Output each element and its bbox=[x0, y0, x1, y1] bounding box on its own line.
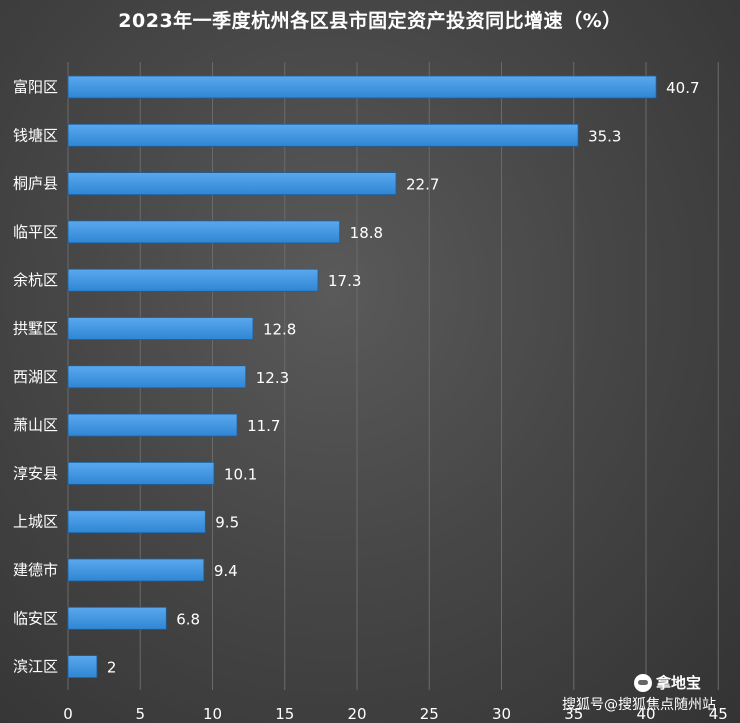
x-tick-label: 15 bbox=[275, 705, 294, 723]
category-label: 西湖区 bbox=[13, 368, 58, 386]
footer-watermark: 搜狐号@搜狐焦点随州站 bbox=[562, 697, 716, 713]
x-tick-label: 25 bbox=[420, 705, 439, 723]
category-label: 桐庐县 bbox=[13, 175, 58, 193]
category-label: 萧山区 bbox=[13, 416, 58, 434]
bar bbox=[67, 172, 397, 196]
bar bbox=[67, 413, 238, 437]
x-axis-ticks: 0 5 10 15 20 25 30 35 40 45 bbox=[63, 705, 728, 723]
category-label: 滨江区 bbox=[13, 658, 58, 676]
x-tick-label: 20 bbox=[347, 705, 366, 723]
category-label: 余杭区 bbox=[13, 271, 58, 289]
x-tick-label: 45 bbox=[709, 705, 728, 723]
brand-name: 拿地宝 bbox=[656, 674, 702, 692]
value-label: 6.8 bbox=[176, 610, 200, 628]
value-label: 9.5 bbox=[215, 514, 239, 532]
category-label: 淳安县 bbox=[13, 464, 58, 482]
bars bbox=[67, 75, 657, 678]
value-label: 11.7 bbox=[247, 417, 280, 435]
x-tick-label: 40 bbox=[636, 705, 655, 723]
bar bbox=[67, 75, 657, 99]
category-label: 建德市 bbox=[13, 561, 58, 579]
bar bbox=[67, 317, 254, 340]
x-tick-label: 35 bbox=[564, 705, 583, 723]
bar bbox=[67, 510, 206, 534]
value-label: 12.8 bbox=[263, 321, 296, 339]
value-label: 40.7 bbox=[666, 79, 699, 97]
category-label: 临安区 bbox=[13, 609, 58, 627]
chat-bubble-icon bbox=[634, 673, 652, 692]
brand-watermark: 拿地宝 bbox=[634, 672, 701, 693]
bar bbox=[67, 606, 167, 630]
value-label: 22.7 bbox=[406, 176, 439, 194]
bar bbox=[67, 268, 319, 292]
value-label: 18.8 bbox=[350, 224, 383, 242]
x-tick-label: 5 bbox=[135, 705, 145, 723]
value-label: 17.3 bbox=[328, 272, 361, 290]
value-label: 2 bbox=[107, 659, 117, 677]
bar bbox=[67, 558, 205, 582]
x-tick-label: 10 bbox=[203, 705, 222, 723]
chart-title: 2023年一季度杭州各区县市固定资产投资同比增速（%） bbox=[118, 10, 622, 32]
x-tick-label: 30 bbox=[492, 705, 511, 723]
x-tick-label: 0 bbox=[63, 705, 73, 723]
bar bbox=[67, 365, 247, 389]
category-label: 拱墅区 bbox=[13, 320, 58, 338]
category-label: 临平区 bbox=[13, 223, 58, 241]
value-label: 10.1 bbox=[224, 465, 257, 483]
bar bbox=[67, 123, 579, 147]
value-label: 9.4 bbox=[214, 562, 238, 580]
category-label: 钱塘区 bbox=[13, 126, 58, 144]
value-label: 12.3 bbox=[256, 369, 289, 387]
category-label: 富阳区 bbox=[13, 78, 58, 96]
bar bbox=[67, 655, 98, 678]
category-label: 上城区 bbox=[13, 513, 58, 531]
value-label: 35.3 bbox=[588, 127, 621, 145]
bar bbox=[67, 220, 341, 244]
bar bbox=[67, 461, 215, 485]
value-labels: 40.7 35.3 22.7 18.8 17.3 12.8 12.3 11.7 10.1 9.5 9… bbox=[107, 79, 700, 677]
